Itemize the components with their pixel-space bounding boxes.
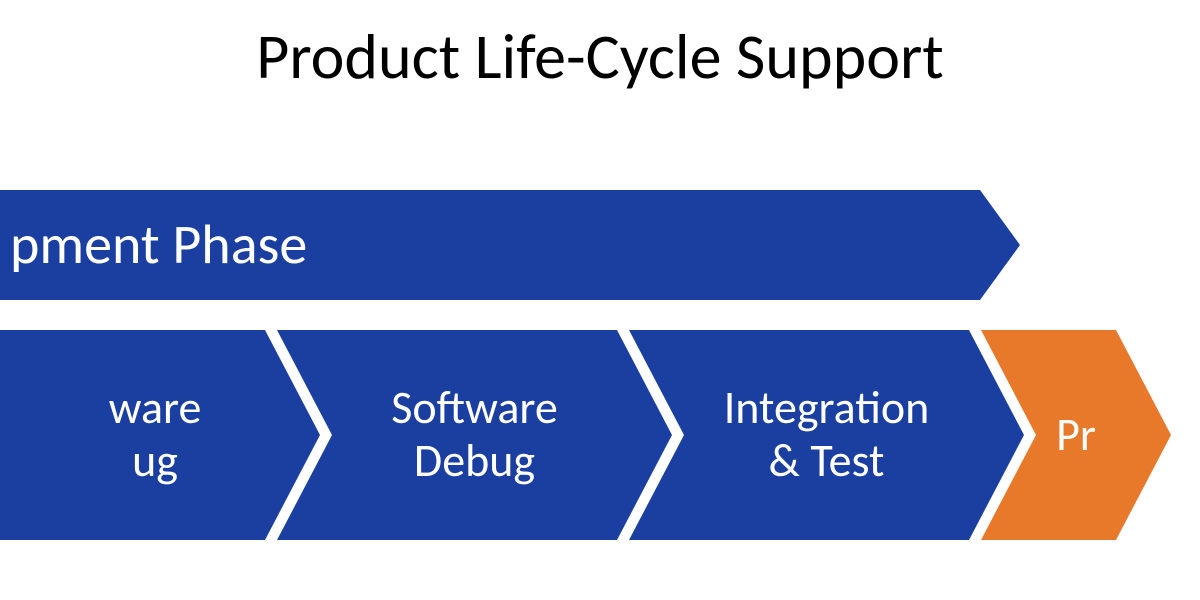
chevron-row: ware ug Software Debug Integration & Test P…	[0, 330, 1171, 540]
chevron-label: Software Debug	[381, 382, 567, 488]
chevron-label: Pr	[1046, 409, 1106, 462]
chevron-label: Integration & Test	[714, 382, 940, 488]
diagram-title: Product Life-Cycle Support	[0, 18, 1200, 96]
chevron-stage: Software Debug	[277, 330, 672, 540]
phase-bar: pment Phase	[0, 190, 1020, 300]
chevron-stage: Pr	[981, 330, 1171, 540]
phase-bar-label: pment Phase	[10, 211, 307, 279]
chevron-label: ware ug	[99, 382, 212, 488]
chevron-stage: ware ug	[0, 330, 320, 540]
chevron-stage: Integration & Test	[629, 330, 1024, 540]
